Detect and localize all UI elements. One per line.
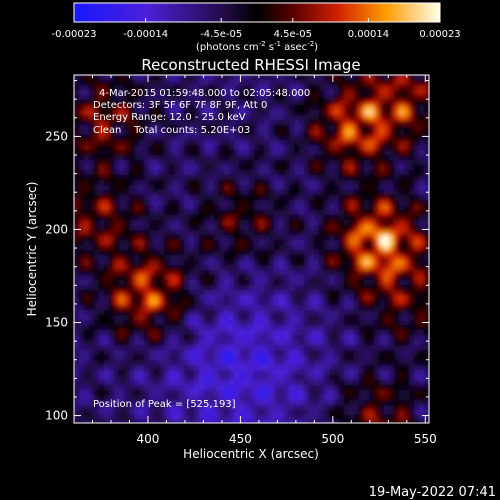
x-tick-label: 400 [137, 432, 160, 446]
annotation-detectors: Detectors: 3F 5F 6F 7F 8F 9F, Att 0 [93, 100, 267, 111]
annotation-peak-position: Position of Peak = [525,193] [93, 399, 236, 410]
colorbar-tick-label: -0.00014 [123, 29, 168, 40]
colorbar-ticks: -0.00023 -0.00014 -4.5e-05 4.5e-05 0.00014 0.… [52, 18, 461, 40]
y-tick-label: 150 [45, 316, 68, 330]
colorbar-gradient [73, 2, 441, 23]
x-tick-label: 500 [321, 432, 344, 446]
colorbar-tick-label: 0.00023 [419, 29, 460, 40]
y-tick-label: 200 [45, 222, 68, 236]
colorbar: -0.00023 -0.00014 -4.5e-05 4.5e-05 0.00014 0.… [52, 2, 461, 53]
colorbar-tick-label: -0.00023 [52, 29, 97, 40]
colorbar-tick-label: -4.5e-05 [200, 29, 242, 40]
annotation-energy-range: Energy Range: 12.0 - 25.0 keV [93, 112, 246, 123]
x-tick-label: 550 [414, 432, 437, 446]
colorbar-tick-label: 4.5e-05 [274, 29, 312, 40]
colorbar-tick-label: 0.00014 [348, 29, 389, 40]
timestamp: 19-May-2022 07:41 [369, 485, 496, 500]
axes: 400 450 500 550 100 150 200 250 [45, 75, 437, 446]
y-tick-label: 100 [45, 409, 68, 423]
plot-frame [73, 74, 430, 424]
x-axis-label: Heliocentric X (arcsec) [183, 447, 319, 461]
y-axis-label: Heliocentric Y (arcsec) [25, 182, 39, 317]
heatmap-image [74, 75, 429, 423]
annotation-block: 4-Mar-2015 01:59:48.000 to 02:05:48.000 … [93, 88, 310, 410]
chart-title: Reconstructed RHESSI Image [141, 56, 360, 74]
annotation-time-range: 4-Mar-2015 01:59:48.000 to 02:05:48.000 [99, 88, 310, 99]
x-tick-label: 450 [229, 432, 252, 446]
annotation-clean-counts: Clean Total counts: 5.20E+03 [93, 125, 250, 136]
colorbar-unit: (photons cm-2 s-1 asec-2) [196, 40, 318, 53]
y-tick-label: 250 [45, 129, 68, 143]
